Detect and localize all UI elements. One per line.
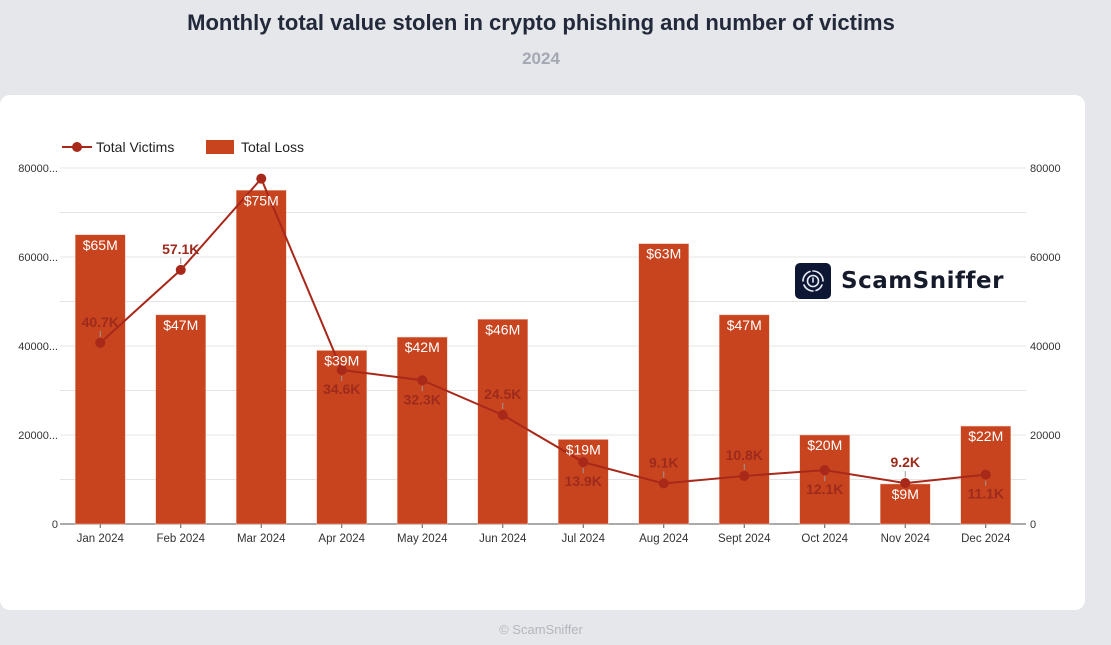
point-total-victims: [256, 173, 267, 184]
x-tick-label: Dec 2024: [961, 533, 1011, 545]
victims-data-label: 24.5K: [484, 386, 521, 402]
x-tick-label: Oct 2024: [801, 533, 848, 545]
bar-total-loss: [155, 314, 206, 525]
bar-total-loss: [719, 314, 770, 525]
loss-data-label: $9M: [892, 486, 919, 502]
point-total-victims: [95, 337, 106, 348]
victims-data-label: 32.3K: [404, 391, 441, 407]
shield-sniffer-icon: [795, 263, 831, 299]
x-tick-label: Apr 2024: [318, 533, 365, 545]
logo-text: ScamSniffer: [841, 268, 1004, 294]
right-tick-label: 40000: [1030, 341, 1061, 353]
legend-loss-label: Total Loss: [241, 139, 304, 155]
loss-data-label: $63M: [646, 246, 681, 262]
chart-title: Monthly total value stolen in crypto phi…: [187, 10, 895, 35]
point-total-victims: [819, 465, 830, 476]
victims-data-label: 34.6K: [323, 381, 360, 397]
victims-data-label: 11.1K: [967, 486, 1004, 502]
chart-subtitle: 2024: [522, 49, 560, 68]
right-tick-label: 80000: [1030, 163, 1061, 175]
left-tick-label: 40000...: [18, 341, 58, 353]
victims-data-label: 9.1K: [649, 455, 679, 471]
point-total-victims: [658, 478, 669, 489]
bar-total-loss: [558, 439, 609, 525]
victims-data-label: 40.7K: [82, 314, 119, 330]
point-total-victims: [980, 469, 991, 480]
victims-data-label: 13.9K: [565, 473, 602, 489]
point-total-victims: [175, 264, 186, 275]
left-tick-label: 20000...: [18, 430, 58, 442]
victims-data-label: 10.8K: [726, 447, 763, 463]
point-total-victims: [900, 478, 911, 489]
loss-data-label: $22M: [968, 428, 1003, 444]
loss-data-label: $65M: [83, 237, 118, 253]
bar-total-loss: [236, 190, 287, 525]
x-tick-label: Nov 2024: [881, 533, 931, 545]
bar-total-loss: [397, 336, 448, 525]
point-total-victims: [417, 375, 428, 386]
victims-data-label: 57.1K: [162, 241, 199, 257]
legend-victims-marker: [72, 142, 82, 152]
point-total-victims: [578, 457, 589, 468]
legend-loss-swatch: [206, 140, 234, 154]
left-tick-label: 80000...: [18, 163, 58, 175]
bar-total-loss: [477, 319, 528, 525]
loss-data-label: $47M: [163, 317, 198, 333]
x-tick-label: Sept 2024: [718, 533, 771, 545]
x-tick-label: Aug 2024: [639, 533, 689, 545]
loss-data-label: $75M: [244, 192, 279, 208]
bar-total-loss: [880, 483, 931, 525]
right-tick-label: 20000: [1030, 430, 1061, 442]
bar-total-loss: [75, 234, 126, 525]
scamsniffer-logo: ScamSniffer: [795, 263, 1004, 299]
x-tick-label: Feb 2024: [156, 533, 205, 545]
loss-data-label: $47M: [727, 317, 762, 333]
point-total-victims: [497, 409, 508, 420]
left-tick-label: 0: [52, 519, 58, 531]
loss-data-label: $19M: [566, 441, 601, 457]
loss-data-label: $46M: [485, 321, 520, 337]
x-tick-label: May 2024: [397, 533, 448, 545]
x-tick-label: Jul 2024: [562, 533, 606, 545]
right-tick-label: 0: [1030, 519, 1036, 531]
footer-credit: © ScamSniffer: [499, 622, 583, 637]
legend-victims-label: Total Victims: [96, 139, 174, 155]
x-tick-label: Jun 2024: [479, 533, 527, 545]
point-total-victims: [336, 365, 347, 376]
left-tick-label: 60000...: [18, 252, 58, 264]
loss-data-label: $39M: [324, 352, 359, 368]
right-tick-label: 60000: [1030, 252, 1061, 264]
victims-data-label: 9.2K: [890, 454, 920, 470]
x-tick-label: Jan 2024: [77, 533, 125, 545]
loss-data-label: $42M: [405, 339, 440, 355]
loss-data-label: $20M: [807, 437, 842, 453]
point-total-victims: [739, 470, 750, 481]
victims-data-label: 12.1K: [806, 481, 843, 497]
x-tick-label: Mar 2024: [237, 533, 286, 545]
line-total-victims: [99, 176, 986, 485]
